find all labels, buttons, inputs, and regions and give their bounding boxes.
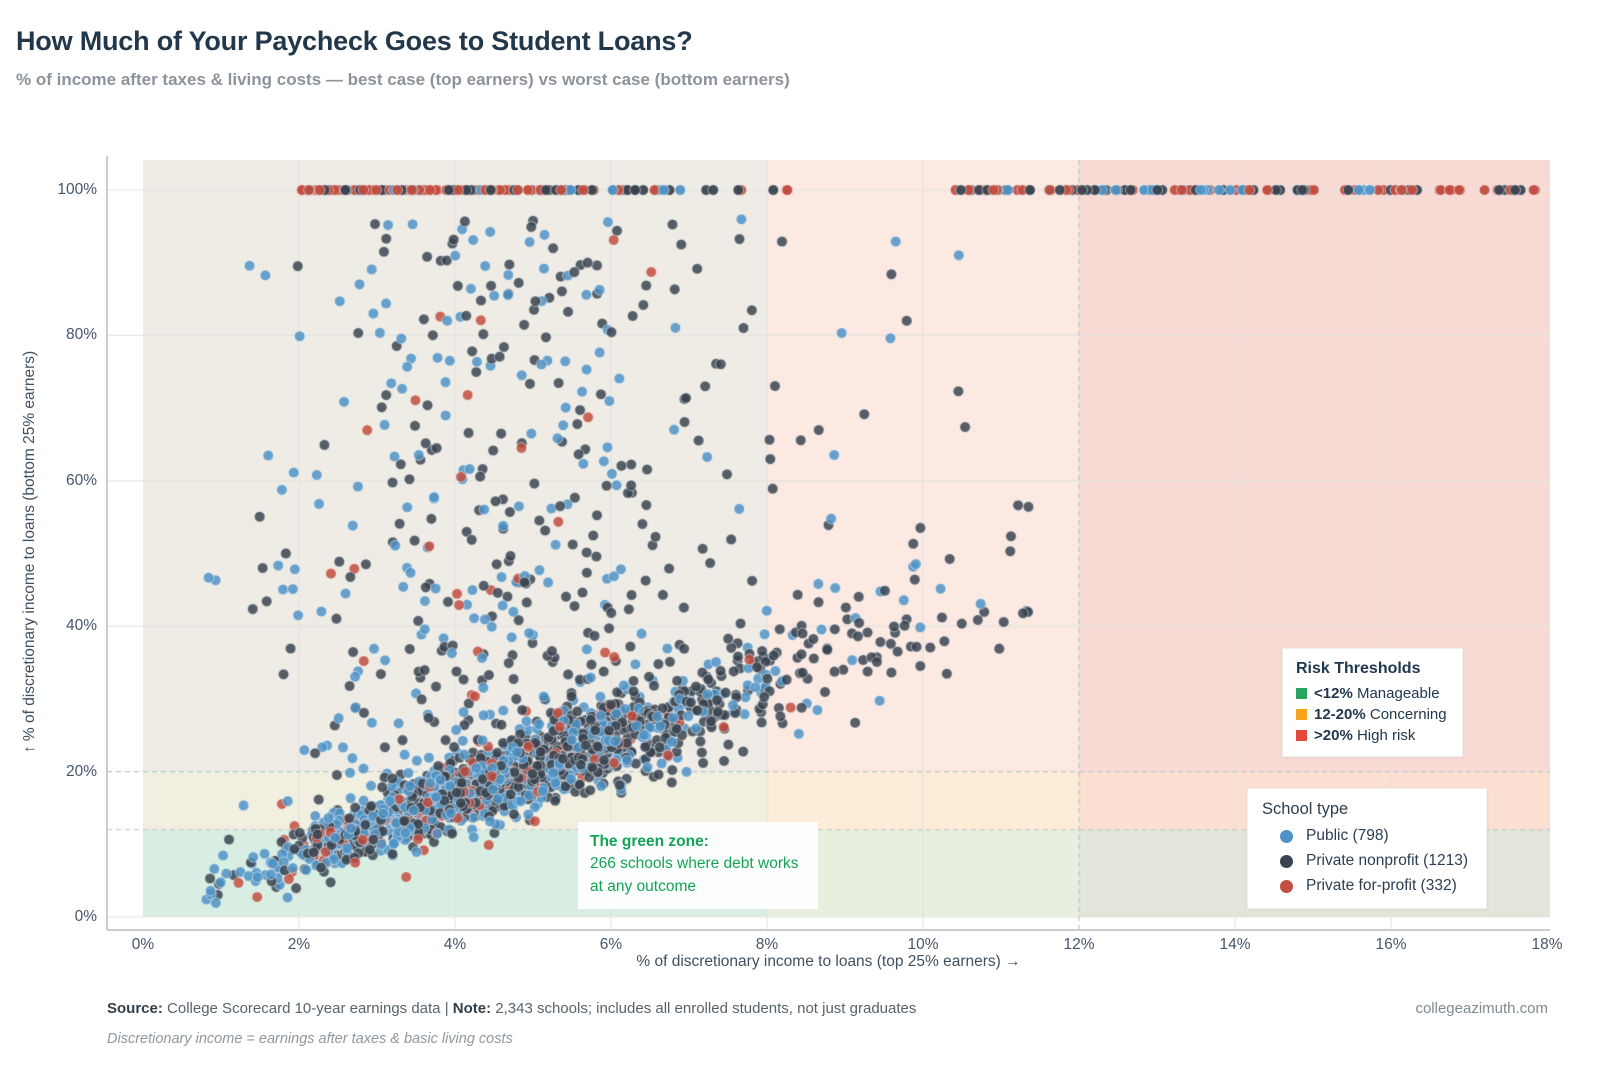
source-label: Source: [107,1000,163,1017]
orange-square-icon [1296,709,1307,720]
school-item-label: Private nonprofit (1213) [1306,852,1468,869]
risk-thresholds-legend: Risk Thresholds <12% Manageable 12-20% C… [1282,648,1463,757]
y-axis-line [106,156,108,930]
green-zone-annotation: The green zone: 266 schools where debt w… [578,822,818,910]
annotation-body: 266 schools where debt works at any outc… [590,855,799,895]
x-tick-label: 2% [287,936,311,953]
school-item-label: Public (798) [1306,827,1389,844]
x-tick-label: 16% [1375,936,1407,953]
y-axis-title: ↑ % of discretionary income to loans (bo… [21,350,38,754]
y-tick-label: 20% [65,762,97,780]
x-tick-label: 6% [599,936,623,953]
x-tick-label: 8% [755,936,779,953]
annotation-title: The green zone: [590,833,709,850]
x-tick-label: 10% [907,936,939,953]
y-tick-label: 80% [65,326,97,344]
x-tick-label: 14% [1219,936,1251,953]
red-square-icon [1296,730,1307,741]
x-axis-title: % of discretionary income to loans (top … [636,953,1021,970]
school-type-legend: School type Public (798) Private nonprof… [1247,788,1487,909]
y-tick-label: 40% [65,617,97,635]
school-legend-item: Private for-profit (332) [1262,877,1468,895]
x-axis-line [107,929,1550,931]
y-tick-label: 0% [74,908,97,925]
risk-legend-item: <12% Manageable [1296,685,1447,702]
definition-note: Discretionary income = earnings after ta… [107,1031,513,1047]
risk-legend-item: >20% High risk [1296,727,1447,744]
y-tick-label: 60% [65,471,97,489]
source-note: Source: College Scorecard 10-year earnin… [107,1000,917,1017]
school-legend-title: School type [1262,800,1349,818]
page-title: How Much of Your Paycheck Goes to Studen… [16,26,693,56]
x-tick-label: 4% [443,936,467,953]
plot-area [107,156,1550,930]
note-label: Note: [452,1000,492,1017]
risk-legend-title: Risk Thresholds [1296,660,1421,677]
x-tick-label: 12% [1063,936,1095,953]
nonprofit-dot-icon [1280,854,1293,868]
school-legend-item: Private nonprofit (1213) [1262,852,1468,870]
green-square-icon [1296,688,1307,699]
school-legend-item: Public (798) [1262,827,1468,845]
risk-item-text: 12-20% Concerning [1314,706,1447,723]
x-tick-label: 18% [1531,936,1563,953]
risk-item-text: >20% High risk [1314,727,1416,744]
forprofit-dot-icon [1280,879,1293,893]
x-tick-label: 0% [131,936,155,953]
site-credit: collegeazimuth.com [1415,1000,1548,1017]
school-item-label: Private for-profit (332) [1306,877,1457,894]
risk-legend-item: 12-20% Concerning [1296,706,1447,723]
public-dot-icon [1280,829,1293,843]
page-subtitle: % of income after taxes & living costs —… [16,70,790,89]
y-tick-label: 100% [57,181,97,198]
risk-item-text: <12% Manageable [1314,685,1440,702]
